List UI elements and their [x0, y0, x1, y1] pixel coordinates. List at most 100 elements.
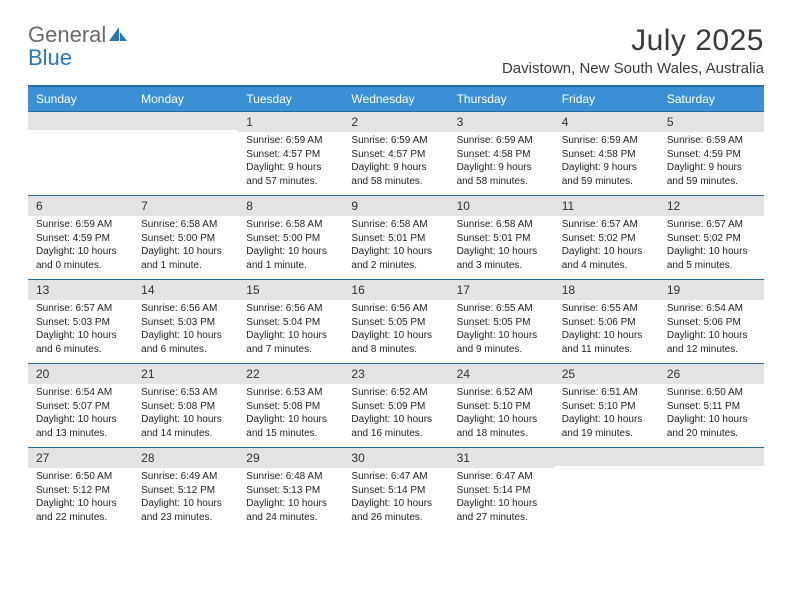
day-body: Sunrise: 6:59 AMSunset: 4:57 PMDaylight:…: [343, 132, 448, 188]
brand-logo: General Blue: [28, 24, 128, 70]
sunrise-text: Sunrise: 6:58 AM: [141, 218, 230, 232]
sunrise-text: Sunrise: 6:53 AM: [141, 386, 230, 400]
sunset-text: Sunset: 5:11 PM: [667, 400, 756, 414]
sunset-text: Sunset: 5:02 PM: [562, 232, 651, 246]
day-number: 9: [343, 196, 448, 216]
day-number: 27: [28, 448, 133, 468]
day-number: 24: [449, 364, 554, 384]
daylight-text: Daylight: 9 hours and 58 minutes.: [457, 161, 546, 188]
sunrise-text: Sunrise: 6:56 AM: [246, 302, 335, 316]
sunset-text: Sunset: 5:12 PM: [36, 484, 125, 498]
day-body: Sunrise: 6:50 AMSunset: 5:12 PMDaylight:…: [28, 468, 133, 524]
sunset-text: Sunset: 5:13 PM: [246, 484, 335, 498]
daylight-text: Daylight: 10 hours and 22 minutes.: [36, 497, 125, 524]
daylight-text: Daylight: 10 hours and 0 minutes.: [36, 245, 125, 272]
week-row: 6Sunrise: 6:59 AMSunset: 4:59 PMDaylight…: [28, 195, 764, 279]
day-cell: 28Sunrise: 6:49 AMSunset: 5:12 PMDayligh…: [133, 448, 238, 531]
day-cell: 27Sunrise: 6:50 AMSunset: 5:12 PMDayligh…: [28, 448, 133, 531]
day-body: Sunrise: 6:47 AMSunset: 5:14 PMDaylight:…: [343, 468, 448, 524]
day-cell: 14Sunrise: 6:56 AMSunset: 5:03 PMDayligh…: [133, 280, 238, 363]
sunrise-text: Sunrise: 6:51 AM: [562, 386, 651, 400]
daylight-text: Daylight: 10 hours and 19 minutes.: [562, 413, 651, 440]
sunset-text: Sunset: 5:01 PM: [457, 232, 546, 246]
day-body: Sunrise: 6:59 AMSunset: 4:58 PMDaylight:…: [449, 132, 554, 188]
day-number: 4: [554, 112, 659, 132]
sunset-text: Sunset: 5:06 PM: [667, 316, 756, 330]
day-number: 2: [343, 112, 448, 132]
day-cell: 7Sunrise: 6:58 AMSunset: 5:00 PMDaylight…: [133, 196, 238, 279]
sunrise-text: Sunrise: 6:48 AM: [246, 470, 335, 484]
weekday-sun: Sunday: [28, 87, 133, 111]
title-block: July 2025 Davistown, New South Wales, Au…: [502, 24, 764, 77]
sunrise-text: Sunrise: 6:52 AM: [351, 386, 440, 400]
sunrise-text: Sunrise: 6:58 AM: [457, 218, 546, 232]
weekday-fri: Friday: [554, 87, 659, 111]
sunrise-text: Sunrise: 6:54 AM: [36, 386, 125, 400]
day-body: Sunrise: 6:57 AMSunset: 5:02 PMDaylight:…: [659, 216, 764, 272]
day-body: Sunrise: 6:57 AMSunset: 5:03 PMDaylight:…: [28, 300, 133, 356]
day-cell: 31Sunrise: 6:47 AMSunset: 5:14 PMDayligh…: [449, 448, 554, 531]
daylight-text: Daylight: 10 hours and 6 minutes.: [36, 329, 125, 356]
day-number: 19: [659, 280, 764, 300]
sunset-text: Sunset: 5:14 PM: [457, 484, 546, 498]
day-cell: 16Sunrise: 6:56 AMSunset: 5:05 PMDayligh…: [343, 280, 448, 363]
day-number: [28, 112, 133, 130]
day-number: [659, 448, 764, 466]
day-cell: [659, 448, 764, 531]
sunset-text: Sunset: 5:08 PM: [246, 400, 335, 414]
day-body: Sunrise: 6:59 AMSunset: 4:58 PMDaylight:…: [554, 132, 659, 188]
day-body: Sunrise: 6:58 AMSunset: 5:00 PMDaylight:…: [133, 216, 238, 272]
day-number: 5: [659, 112, 764, 132]
day-body: Sunrise: 6:57 AMSunset: 5:02 PMDaylight:…: [554, 216, 659, 272]
weekday-wed: Wednesday: [343, 87, 448, 111]
day-cell: 20Sunrise: 6:54 AMSunset: 5:07 PMDayligh…: [28, 364, 133, 447]
day-cell: 10Sunrise: 6:58 AMSunset: 5:01 PMDayligh…: [449, 196, 554, 279]
day-cell: 13Sunrise: 6:57 AMSunset: 5:03 PMDayligh…: [28, 280, 133, 363]
day-body: Sunrise: 6:54 AMSunset: 5:07 PMDaylight:…: [28, 384, 133, 440]
day-cell: 6Sunrise: 6:59 AMSunset: 4:59 PMDaylight…: [28, 196, 133, 279]
day-number: [554, 448, 659, 466]
daylight-text: Daylight: 9 hours and 59 minutes.: [562, 161, 651, 188]
sunrise-text: Sunrise: 6:58 AM: [351, 218, 440, 232]
sunrise-text: Sunrise: 6:47 AM: [351, 470, 440, 484]
daylight-text: Daylight: 10 hours and 26 minutes.: [351, 497, 440, 524]
daylight-text: Daylight: 10 hours and 4 minutes.: [562, 245, 651, 272]
day-body: Sunrise: 6:48 AMSunset: 5:13 PMDaylight:…: [238, 468, 343, 524]
day-body: Sunrise: 6:55 AMSunset: 5:06 PMDaylight:…: [554, 300, 659, 356]
sunset-text: Sunset: 5:03 PM: [36, 316, 125, 330]
sunrise-text: Sunrise: 6:59 AM: [351, 134, 440, 148]
daylight-text: Daylight: 10 hours and 14 minutes.: [141, 413, 230, 440]
weekday-sat: Saturday: [659, 87, 764, 111]
day-body: Sunrise: 6:49 AMSunset: 5:12 PMDaylight:…: [133, 468, 238, 524]
sunrise-text: Sunrise: 6:59 AM: [562, 134, 651, 148]
weekday-thu: Thursday: [449, 87, 554, 111]
day-body: Sunrise: 6:58 AMSunset: 5:01 PMDaylight:…: [343, 216, 448, 272]
daylight-text: Daylight: 10 hours and 18 minutes.: [457, 413, 546, 440]
day-body: [659, 466, 764, 468]
day-body: Sunrise: 6:59 AMSunset: 4:59 PMDaylight:…: [28, 216, 133, 272]
sunrise-text: Sunrise: 6:55 AM: [457, 302, 546, 316]
day-cell: 5Sunrise: 6:59 AMSunset: 4:59 PMDaylight…: [659, 112, 764, 195]
daylight-text: Daylight: 10 hours and 13 minutes.: [36, 413, 125, 440]
day-cell: 25Sunrise: 6:51 AMSunset: 5:10 PMDayligh…: [554, 364, 659, 447]
daylight-text: Daylight: 10 hours and 6 minutes.: [141, 329, 230, 356]
brand-word-2: Blue: [28, 45, 72, 70]
sunset-text: Sunset: 5:03 PM: [141, 316, 230, 330]
day-cell: 8Sunrise: 6:58 AMSunset: 5:00 PMDaylight…: [238, 196, 343, 279]
day-number: 25: [554, 364, 659, 384]
daylight-text: Daylight: 10 hours and 1 minute.: [246, 245, 335, 272]
sail-icon: [108, 26, 128, 42]
week-row: 27Sunrise: 6:50 AMSunset: 5:12 PMDayligh…: [28, 447, 764, 531]
sunrise-text: Sunrise: 6:56 AM: [351, 302, 440, 316]
day-cell: 23Sunrise: 6:52 AMSunset: 5:09 PMDayligh…: [343, 364, 448, 447]
sunset-text: Sunset: 5:05 PM: [457, 316, 546, 330]
sunset-text: Sunset: 5:06 PM: [562, 316, 651, 330]
daylight-text: Daylight: 10 hours and 2 minutes.: [351, 245, 440, 272]
sunrise-text: Sunrise: 6:57 AM: [36, 302, 125, 316]
weekday-tue: Tuesday: [238, 87, 343, 111]
week-row: 13Sunrise: 6:57 AMSunset: 5:03 PMDayligh…: [28, 279, 764, 363]
day-cell: 19Sunrise: 6:54 AMSunset: 5:06 PMDayligh…: [659, 280, 764, 363]
daylight-text: Daylight: 10 hours and 1 minute.: [141, 245, 230, 272]
sunset-text: Sunset: 4:58 PM: [562, 148, 651, 162]
sunset-text: Sunset: 5:02 PM: [667, 232, 756, 246]
